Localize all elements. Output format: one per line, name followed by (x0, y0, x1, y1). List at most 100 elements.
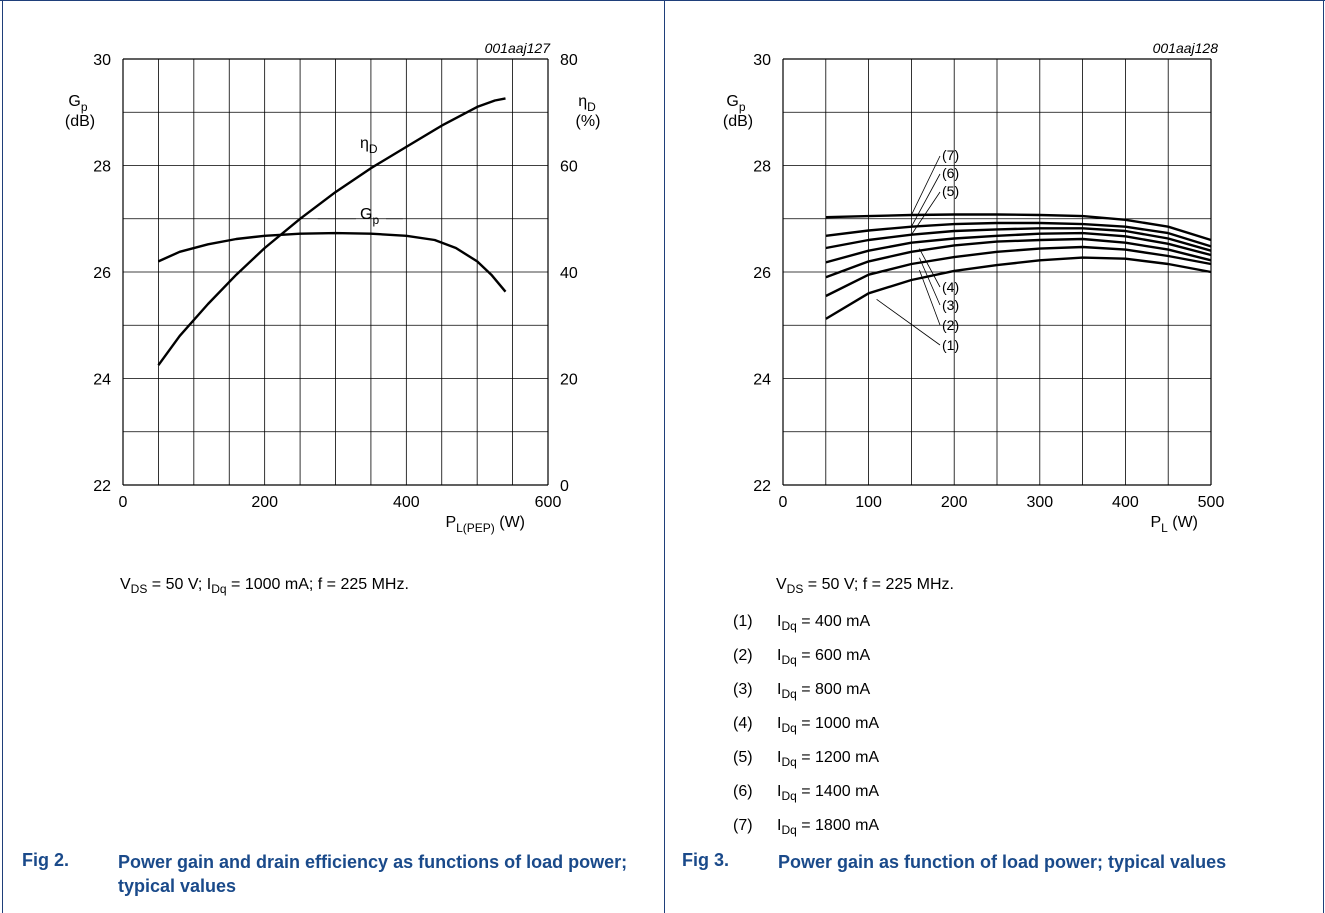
legend-item-subscript: Dq (781, 619, 797, 633)
legend-item-value: = 800 mA (796, 681, 871, 698)
chart2-x-label: PL (W) (1150, 514, 1198, 535)
chart2-curve-label: (5) (942, 183, 959, 199)
chart2-xtick-label: 500 (1198, 494, 1225, 511)
chart1-yright-unit: (%) (576, 113, 601, 130)
legend-item: (3) IDq = 800 mA (733, 680, 870, 700)
chart1-yleft-tick-label: 24 (93, 372, 111, 389)
legend-item-symbol: I (777, 647, 782, 664)
chart1-code: 001aaj127 (485, 40, 552, 56)
chart1-xtick-label: 600 (535, 494, 562, 511)
legend-item-subscript: Dq (781, 823, 797, 837)
chart2-curve-label: (3) (942, 297, 959, 313)
chart2-ytick-label: 22 (753, 478, 771, 495)
chart2-leader (919, 257, 941, 306)
chart2-xtick-label: 100 (855, 494, 882, 511)
legend-item-value: = 600 mA (796, 647, 871, 664)
chart1-x-label: PL(PEP) (W) (445, 514, 525, 535)
chart2-curve-label: (2) (942, 317, 959, 333)
legend-item: (1) IDq = 400 mA (733, 612, 870, 632)
legend-item-number: (3) (733, 681, 753, 698)
chart1-yright-tick-label: 20 (560, 372, 578, 389)
fig2-title: Power gain and drain efficiency as funct… (118, 852, 628, 896)
legend-item-value: = 1000 mA (796, 715, 880, 732)
legend-item-value: = 1800 mA (796, 817, 880, 834)
chart2-leader (911, 173, 941, 227)
chart1-series-eta (157, 97, 506, 366)
chart2-leader (876, 298, 941, 346)
legend-item-subscript: Dq (781, 653, 797, 667)
chart1-yleft-label: Gp (68, 93, 87, 114)
frame-border-top (0, 0, 1325, 1)
chart2-ytick-label: 24 (753, 372, 771, 389)
chart1-yright-tick-label: 0 (560, 478, 569, 495)
legend-item-symbol: I (777, 749, 782, 766)
chart1-xtick-label: 200 (251, 494, 278, 511)
chart2-curve-label: (1) (942, 337, 959, 353)
legend-item-symbol: I (777, 817, 782, 834)
chart2-ytick-label: 30 (753, 52, 771, 69)
legend-item-symbol: I (777, 681, 782, 698)
chart2-series-5 (825, 227, 1212, 252)
chart2-series-6 (825, 221, 1212, 248)
chart1-xtick-label: 0 (119, 494, 128, 511)
chart2-curve-label: (7) (942, 147, 959, 163)
chart1-yleft-tick-label: 22 (93, 478, 111, 495)
legend-item: (2) IDq = 600 mA (733, 646, 870, 666)
chart2-yleft-unit: (dB) (723, 113, 753, 130)
chart2-leader (919, 269, 941, 326)
frame-border-divider (664, 0, 665, 913)
chart1-yleft-tick-label: 30 (93, 52, 111, 69)
chart1-grid (122, 58, 549, 486)
chart2-ytick-label: 26 (753, 265, 771, 282)
legend-item-value: = 1400 mA (796, 783, 880, 800)
chart1-series (157, 97, 507, 366)
legend-item-symbol: I (777, 783, 782, 800)
chart2-curve-label: (6) (942, 165, 959, 181)
chart2-yleft-label: Gp (726, 93, 745, 114)
chart2-conditions: VDS = 50 V; f = 225 MHz. (776, 576, 954, 596)
chart2-series-2 (825, 245, 1212, 298)
legend-item-symbol: I (777, 613, 782, 630)
chart2-series-4 (825, 231, 1212, 264)
chart2-leader (911, 191, 941, 235)
chart1-yleft-unit: (dB) (65, 113, 95, 130)
legend-item-subscript: Dq (781, 789, 797, 803)
legend-item-symbol: I (777, 715, 782, 732)
legend-item-subscript: Dq (781, 721, 797, 735)
chart2-grid (782, 58, 1212, 486)
chart1-yright-tick-label: 40 (560, 265, 578, 282)
legend-item-subscript: Dq (781, 755, 797, 769)
chart1-yright-label: ηD (578, 93, 596, 114)
frame-border-left (2, 0, 3, 913)
chart2-series-7 (825, 213, 1212, 242)
legend-item-value: = 400 mA (796, 613, 871, 630)
legend-item-number: (7) (733, 817, 753, 834)
chart2-series (825, 213, 1212, 320)
legend-item-number: (2) (733, 647, 753, 664)
legend-item-value: = 1200 mA (796, 749, 880, 766)
chart1-yright-tick-label: 80 (560, 52, 578, 69)
fig2-label: Fig 2. (22, 850, 70, 870)
chart2-ytick-label: 28 (753, 159, 771, 176)
chart1-label-eta: ηD (360, 135, 378, 156)
chart2-xtick-label: 0 (779, 494, 788, 511)
chart1-xtick-label: 400 (393, 494, 420, 511)
legend-item: (4) IDq = 1000 mA (733, 714, 879, 734)
chart2-series-1 (825, 256, 1212, 320)
chart1-label-gp: Gp (360, 206, 379, 227)
legend-item-number: (6) (733, 783, 753, 800)
chart1-series-gp (157, 231, 507, 293)
legend-item-number: (5) (733, 749, 753, 766)
chart2-leader-lines: (7) (6) (5) (4) (3) (2) (1) (876, 147, 959, 353)
chart1-tick-labels: 0 200 400 600 22 24 26 28 30 0 20 40 60 80 (93, 52, 578, 511)
fig3-title: Power gain as function of load power; ty… (778, 852, 1227, 872)
chart2-leader (911, 155, 941, 216)
chart2-xtick-label: 200 (941, 494, 968, 511)
chart2-xtick-label: 400 (1112, 494, 1139, 511)
legend-item-subscript: Dq (781, 687, 797, 701)
fig3-label: Fig 3. (682, 850, 730, 870)
chart2-leader (919, 248, 941, 288)
